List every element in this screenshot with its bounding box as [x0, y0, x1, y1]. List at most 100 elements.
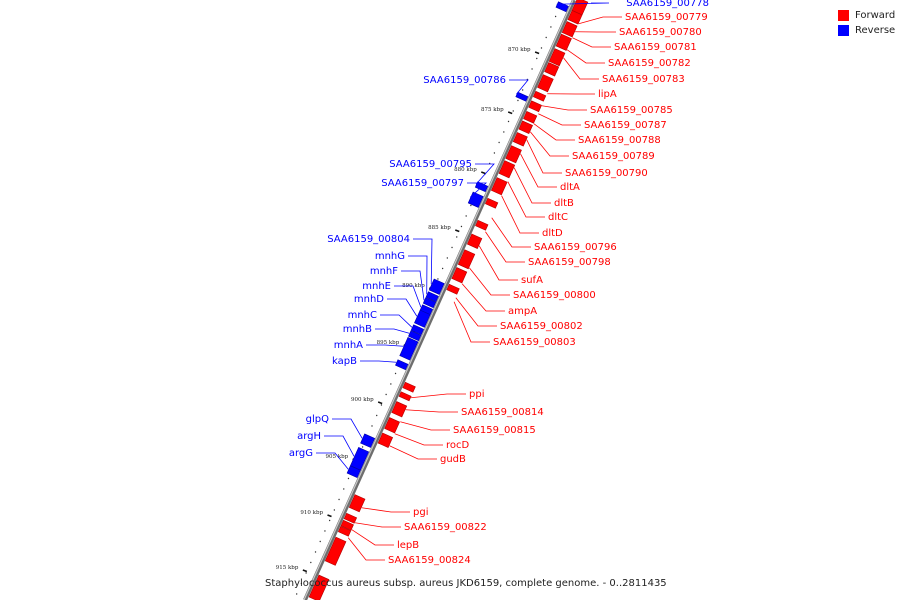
- forward-gene-block[interactable]: [466, 233, 483, 249]
- forward-gene-label[interactable]: SAA6159_00787: [584, 120, 667, 131]
- legend-forward: Forward: [838, 8, 895, 23]
- forward-gene-label[interactable]: lepB: [397, 540, 419, 551]
- label-leaders: [316, 2, 622, 561]
- forward-gene-block[interactable]: [308, 574, 330, 600]
- forward-gene-block[interactable]: [340, 519, 354, 531]
- reverse-gene-label[interactable]: mnhD: [354, 294, 384, 305]
- reverse-gene-block[interactable]: [399, 336, 419, 361]
- forward-gene-label[interactable]: gudB: [440, 454, 466, 465]
- forward-label-leader: [394, 433, 443, 446]
- reverse-gene-block[interactable]: [555, 1, 569, 13]
- forward-gene-block[interactable]: [528, 100, 542, 113]
- reverse-gene-label[interactable]: SAA6159_00804: [327, 234, 410, 245]
- reverse-gene-block[interactable]: [515, 91, 529, 102]
- forward-gene-block[interactable]: [484, 197, 499, 209]
- reverse-gene-block[interactable]: [414, 309, 431, 328]
- forward-gene-label[interactable]: ppi: [469, 389, 484, 400]
- tick-label: 910 kbp: [300, 510, 323, 516]
- position-dot: [333, 509, 336, 511]
- forward-gene-label[interactable]: SAA6159_00783: [602, 74, 685, 85]
- reverse-gene-block[interactable]: [422, 297, 437, 309]
- forward-gene-block[interactable]: [505, 145, 522, 164]
- reverse-gene-label[interactable]: mnhA: [334, 340, 363, 351]
- forward-gene-block[interactable]: [532, 90, 547, 102]
- forward-gene-block[interactable]: [337, 525, 352, 537]
- forward-label-leader: [526, 139, 562, 174]
- reverse-gene-block[interactable]: [360, 433, 376, 448]
- reverse-gene-label[interactable]: mnhB: [343, 324, 372, 335]
- forward-gene-label[interactable]: SAA6159_00798: [528, 257, 611, 268]
- forward-gene-label[interactable]: SAA6159_00789: [572, 151, 655, 162]
- reverse-gene-label[interactable]: argG: [289, 448, 313, 459]
- forward-gene-block[interactable]: [561, 21, 578, 38]
- forward-gene-block[interactable]: [457, 249, 476, 270]
- forward-gene-label[interactable]: SAA6159_00790: [565, 168, 648, 179]
- forward-gene-block[interactable]: [391, 401, 408, 418]
- forward-gene-label[interactable]: SAA6159_00815: [453, 425, 536, 436]
- reverse-label-leader: [380, 314, 413, 328]
- forward-gene-block[interactable]: [498, 160, 516, 179]
- reverse-gene-block[interactable]: [408, 330, 422, 342]
- forward-gene-block[interactable]: [555, 33, 572, 51]
- forward-gene-label[interactable]: SAA6159_00782: [608, 58, 691, 69]
- forward-gene-block[interactable]: [490, 177, 508, 196]
- forward-gene-label[interactable]: SAA6159_00780: [619, 27, 702, 38]
- reverse-gene-label[interactable]: SAA6159_00795: [389, 159, 472, 170]
- forward-gene-label[interactable]: SAA6159_00803: [493, 337, 576, 348]
- forward-gene-label[interactable]: dltC: [548, 212, 568, 223]
- reverse-gene-block[interactable]: [346, 465, 361, 479]
- reverse-gene-label[interactable]: SAA6159_00786: [423, 75, 506, 86]
- forward-gene-block[interactable]: [537, 74, 554, 93]
- forward-gene-label[interactable]: SAA6159_00779: [625, 12, 708, 23]
- reverse-gene-label[interactable]: argH: [297, 431, 321, 442]
- forward-gene-block[interactable]: [377, 432, 394, 448]
- forward-gene-label[interactable]: dltA: [560, 182, 580, 193]
- forward-gene-block[interactable]: [523, 110, 538, 124]
- forward-gene-block[interactable]: [402, 381, 416, 393]
- reverse-gene-block[interactable]: [428, 278, 445, 295]
- forward-gene-block[interactable]: [548, 48, 566, 67]
- reverse-gene-label[interactable]: SAA6159_00797: [381, 178, 464, 189]
- forward-gene-label[interactable]: pgi: [413, 507, 428, 518]
- reverse-gene-label[interactable]: mnhC: [348, 310, 377, 321]
- forward-gene-block[interactable]: [518, 120, 533, 135]
- forward-gene-block[interactable]: [324, 536, 347, 566]
- reverse-label-leader: [509, 79, 529, 95]
- forward-gene-label[interactable]: SAA6159_00785: [590, 105, 673, 116]
- forward-gene-block[interactable]: [544, 62, 560, 77]
- forward-gene-label[interactable]: rocD: [446, 440, 470, 451]
- forward-gene-label[interactable]: sufA: [521, 275, 543, 286]
- reverse-gene-block[interactable]: [425, 291, 439, 303]
- reverse-gene-block[interactable]: [395, 359, 409, 371]
- forward-gene-block[interactable]: [398, 391, 412, 402]
- forward-gene-label[interactable]: SAA6159_00814: [461, 407, 544, 418]
- reverse-gene-label[interactable]: SAA6159_00778: [626, 0, 709, 9]
- reverse-gene-label[interactable]: glpQ: [306, 414, 329, 425]
- reverse-gene-label[interactable]: mnhG: [375, 251, 405, 262]
- forward-gene-label[interactable]: SAA6159_00788: [578, 135, 661, 146]
- forward-gene-block[interactable]: [475, 219, 489, 231]
- forward-gene-block[interactable]: [343, 512, 358, 524]
- reverse-gene-label[interactable]: mnhF: [370, 266, 398, 277]
- reverse-gene-label[interactable]: kapB: [332, 356, 357, 367]
- forward-gene-label[interactable]: SAA6159_00781: [614, 42, 697, 53]
- forward-gene-label[interactable]: SAA6159_00822: [404, 522, 487, 533]
- reverse-gene-label[interactable]: mnhE: [362, 281, 391, 292]
- forward-gene-block[interactable]: [384, 417, 400, 434]
- forward-gene-label[interactable]: SAA6159_00802: [500, 321, 583, 332]
- forward-gene-label[interactable]: dltB: [554, 198, 574, 209]
- forward-gene-block[interactable]: [451, 267, 468, 284]
- forward-gene-label[interactable]: SAA6159_00796: [534, 242, 617, 253]
- reverse-gene-block[interactable]: [410, 324, 425, 336]
- forward-gene-block[interactable]: [567, 10, 583, 25]
- forward-gene-label[interactable]: ampA: [508, 306, 537, 317]
- forward-gene-block[interactable]: [512, 132, 528, 147]
- forward-gene-label[interactable]: lipA: [598, 89, 617, 100]
- forward-gene-block[interactable]: [446, 283, 460, 295]
- forward-gene-label[interactable]: SAA6159_00824: [388, 555, 471, 566]
- forward-gene-block[interactable]: [348, 494, 366, 513]
- position-dot: [465, 215, 467, 217]
- forward-gene-label[interactable]: dltD: [542, 228, 563, 239]
- forward-label-leader: [455, 297, 497, 327]
- forward-gene-label[interactable]: SAA6159_00800: [513, 290, 596, 301]
